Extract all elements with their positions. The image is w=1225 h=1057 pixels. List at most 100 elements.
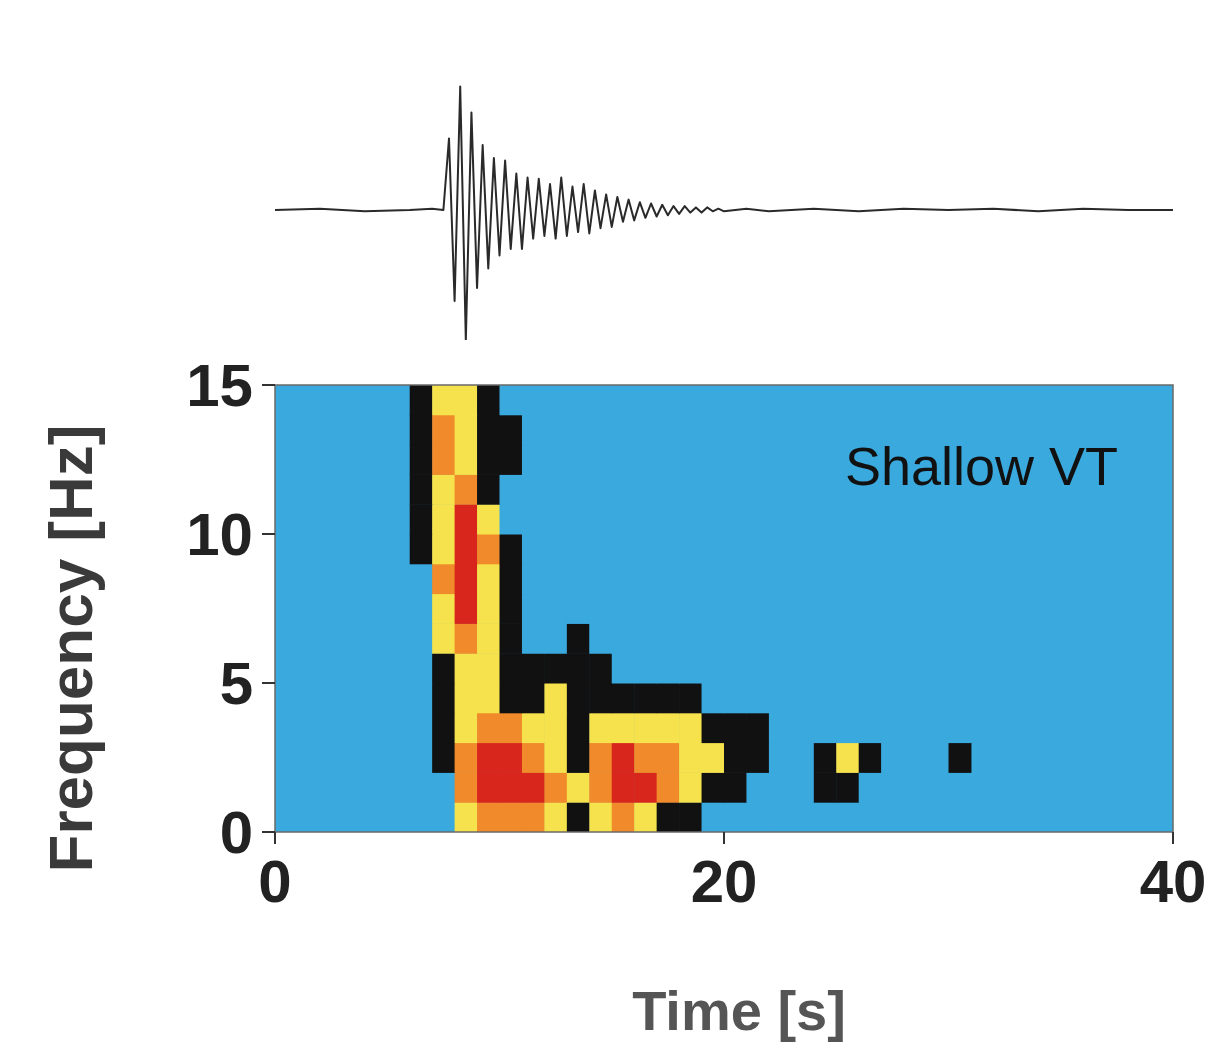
cell — [432, 385, 455, 415]
cell — [567, 653, 590, 683]
cell — [679, 415, 702, 445]
cell — [904, 504, 927, 534]
cell — [589, 653, 612, 683]
cell — [814, 772, 837, 802]
cell — [410, 683, 433, 713]
cell — [589, 772, 612, 802]
cell — [791, 772, 814, 802]
cell — [522, 474, 545, 504]
cell — [410, 445, 433, 475]
cell — [500, 594, 523, 624]
cell — [679, 385, 702, 415]
x-tick — [1172, 832, 1174, 844]
figure: 05101502040Frequency [Hz]Time [s]Shallow… — [0, 0, 1225, 1057]
cell — [859, 385, 882, 415]
cell — [657, 743, 680, 773]
cell — [634, 504, 657, 534]
cell — [634, 385, 657, 415]
cell — [522, 445, 545, 475]
cell — [746, 802, 769, 832]
cell — [859, 504, 882, 534]
cell — [500, 415, 523, 445]
cell — [567, 445, 590, 475]
cell — [881, 564, 904, 594]
cell — [814, 474, 837, 504]
cell — [612, 653, 635, 683]
x-tick — [274, 832, 276, 844]
cell — [500, 653, 523, 683]
cell — [926, 743, 949, 773]
cell — [567, 385, 590, 415]
cell — [746, 713, 769, 743]
cell — [500, 385, 523, 415]
cell — [612, 474, 635, 504]
cell — [904, 653, 927, 683]
waveform — [275, 87, 1173, 341]
cell — [455, 534, 478, 564]
cell — [500, 743, 523, 773]
cell — [746, 534, 769, 564]
cell — [657, 802, 680, 832]
cell — [702, 385, 725, 415]
cell — [769, 445, 792, 475]
cell — [567, 772, 590, 802]
y-tick — [262, 682, 275, 684]
cell — [702, 445, 725, 475]
cell — [679, 594, 702, 624]
cell — [544, 713, 567, 743]
cell — [746, 743, 769, 773]
cell — [634, 802, 657, 832]
cell — [881, 385, 904, 415]
cell — [702, 772, 725, 802]
cell — [791, 504, 814, 534]
cell — [724, 474, 747, 504]
cell — [679, 504, 702, 534]
cell — [702, 415, 725, 445]
cell — [836, 385, 859, 415]
cell — [522, 713, 545, 743]
cell — [432, 474, 455, 504]
cell — [522, 653, 545, 683]
cell — [724, 504, 747, 534]
cell — [500, 623, 523, 653]
cell — [814, 713, 837, 743]
cell — [657, 534, 680, 564]
cell — [814, 594, 837, 624]
cell — [769, 653, 792, 683]
cell — [612, 564, 635, 594]
cell — [746, 683, 769, 713]
cell — [544, 683, 567, 713]
cell — [567, 623, 590, 653]
cell — [477, 623, 500, 653]
cell — [881, 594, 904, 624]
cell — [432, 594, 455, 624]
cell — [634, 564, 657, 594]
cell — [724, 564, 747, 594]
cell — [702, 534, 725, 564]
cell — [544, 504, 567, 534]
cell — [904, 564, 927, 594]
cell — [432, 534, 455, 564]
cell — [455, 743, 478, 773]
cell — [612, 385, 635, 415]
cell — [814, 802, 837, 832]
y-tick-label: 15 — [186, 352, 253, 419]
cell — [836, 623, 859, 653]
y-tick — [262, 384, 275, 386]
cell — [746, 445, 769, 475]
cell — [724, 534, 747, 564]
cell — [724, 445, 747, 475]
cell — [500, 534, 523, 564]
cell — [477, 474, 500, 504]
cell — [679, 445, 702, 475]
cell — [634, 683, 657, 713]
cell — [612, 802, 635, 832]
cell — [769, 474, 792, 504]
cell — [455, 385, 478, 415]
cell — [949, 534, 972, 564]
cell — [477, 564, 500, 594]
cell — [477, 743, 500, 773]
cell — [791, 564, 814, 594]
cell — [410, 415, 433, 445]
cell — [769, 415, 792, 445]
